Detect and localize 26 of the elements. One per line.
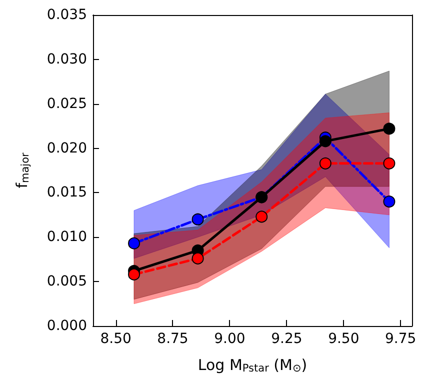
x-tick-label: 9.75 — [385, 331, 416, 347]
y-tick-label: 0.010 — [46, 229, 87, 246]
point — [319, 135, 332, 148]
x-tick-label: 9.00 — [214, 331, 246, 347]
point — [192, 213, 204, 226]
y-tick-label: 0.030 — [46, 51, 87, 68]
y-axis-title: fmajor — [13, 152, 32, 188]
y-tick-label: 0.005 — [46, 274, 87, 290]
point — [128, 268, 140, 280]
x-tick-label: 8.50 — [100, 331, 132, 347]
point — [256, 210, 268, 223]
x-tick-label: 8.75 — [157, 331, 188, 347]
y-tick-label: 0.000 — [46, 318, 87, 334]
y-tick-label: 0.025 — [46, 96, 87, 112]
point — [319, 157, 332, 170]
point — [128, 237, 140, 250]
point — [383, 122, 396, 135]
point — [383, 157, 396, 170]
x-tick-label: 9.50 — [328, 331, 360, 347]
x-axis-title: Log MPstar (M⊙) — [198, 356, 308, 374]
y-tick-label: 0.015 — [46, 184, 87, 201]
y-tick-label: 0.020 — [46, 140, 87, 156]
point — [192, 252, 204, 264]
y-tick-label: 0.035 — [46, 7, 87, 23]
point — [383, 196, 396, 208]
x-tick-label: 9.25 — [271, 331, 302, 347]
